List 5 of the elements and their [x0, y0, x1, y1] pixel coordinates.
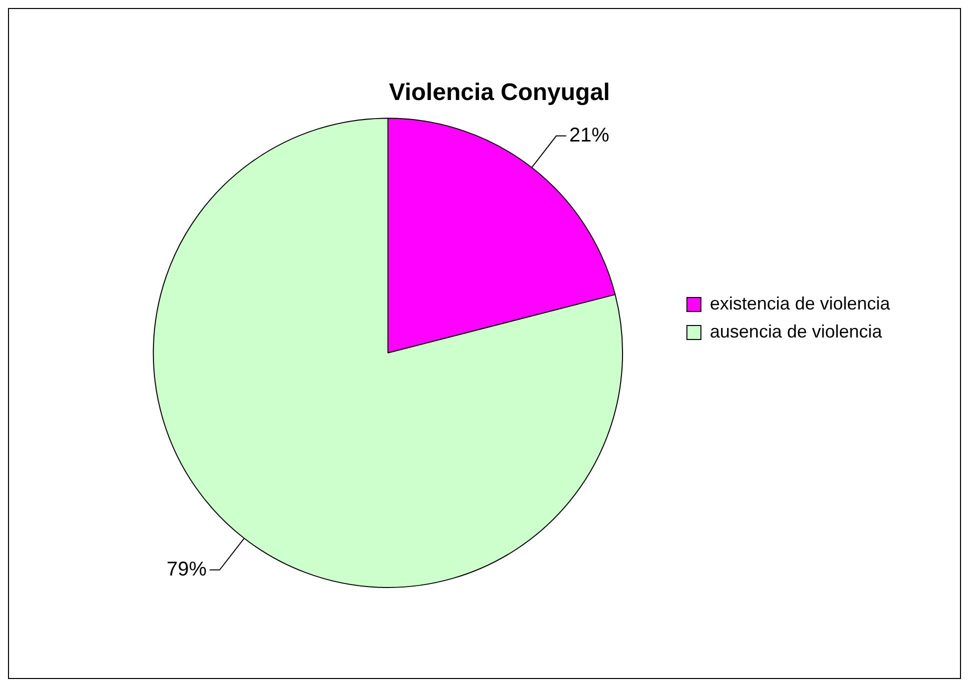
- legend-label: ausencia de violencia: [710, 321, 883, 342]
- legend-label: existencia de violencia: [710, 293, 891, 314]
- data-label: 21%: [569, 124, 610, 146]
- chart-title: Violencia Conyugal: [389, 79, 610, 106]
- data-label: 79%: [166, 558, 207, 580]
